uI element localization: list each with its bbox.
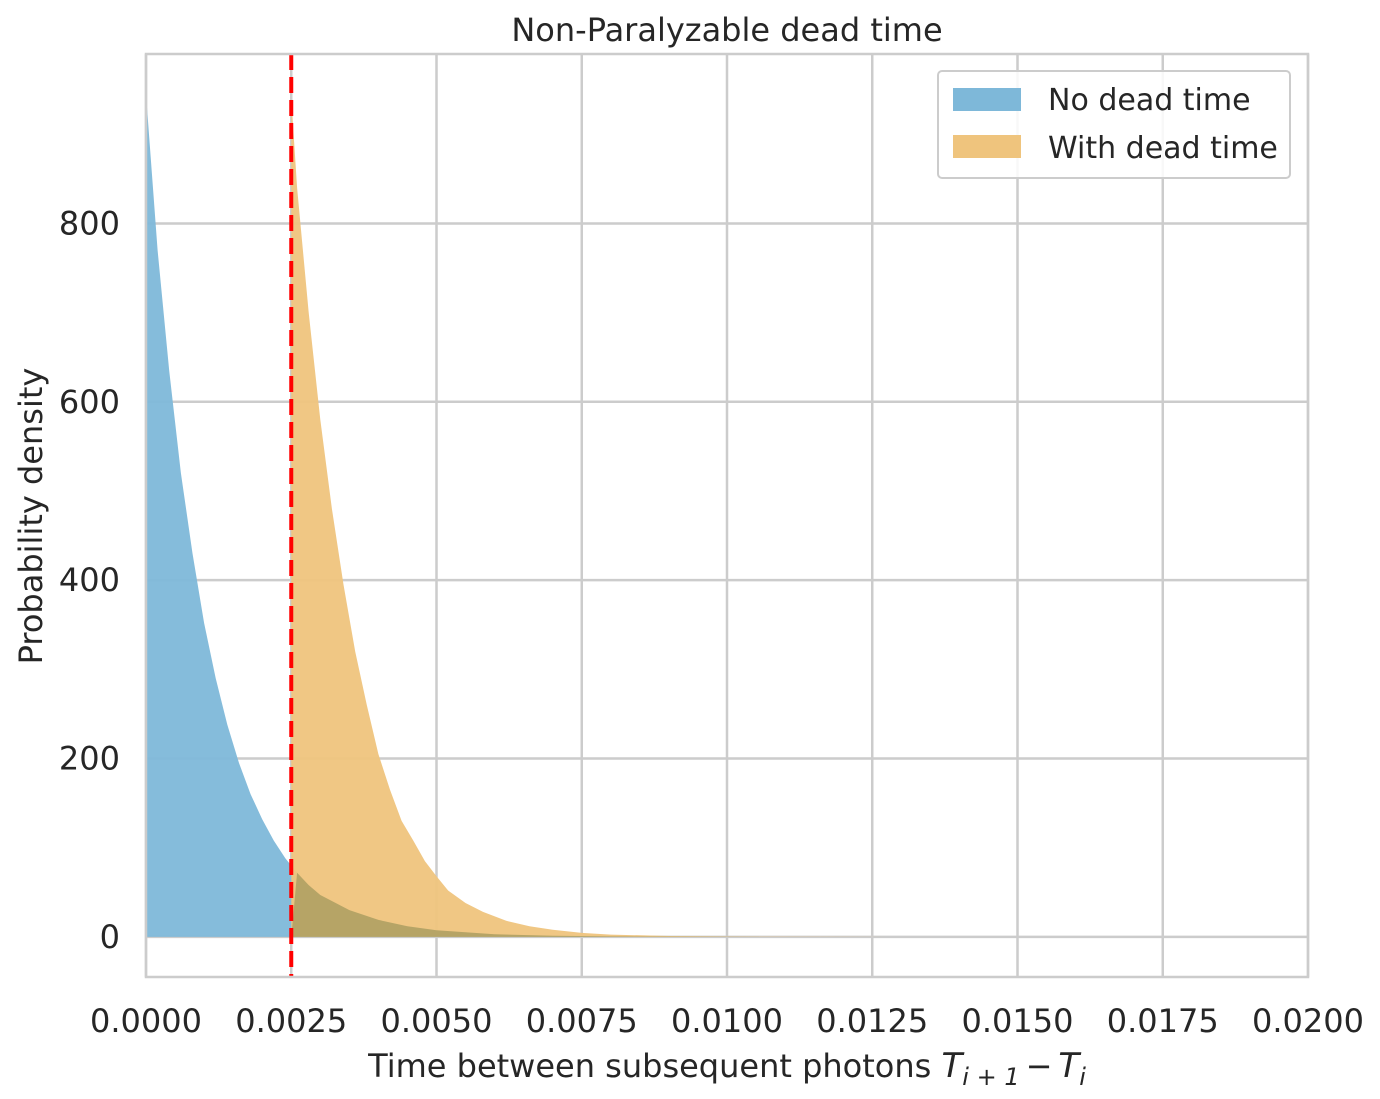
area-overlap bbox=[291, 872, 995, 937]
y-tick-labels: 0 200 400 600 800 bbox=[59, 204, 120, 955]
plot-frame bbox=[144, 52, 1310, 979]
x-tick-label: 0.0050 bbox=[381, 1002, 493, 1040]
legend-swatch-with-dead-time bbox=[953, 135, 1021, 158]
x-tick-label: 0.0125 bbox=[816, 1002, 928, 1040]
y-tick-label: 600 bbox=[59, 383, 120, 421]
x-tick-label: 0.0075 bbox=[526, 1002, 638, 1040]
y-tick-label: 800 bbox=[59, 204, 120, 242]
x-tick-label: 0.0025 bbox=[235, 1002, 347, 1040]
legend-box bbox=[937, 70, 1291, 179]
x-tick-label: 0.0150 bbox=[962, 1002, 1074, 1040]
legend-label-with-dead-time: With dead time bbox=[1048, 131, 1278, 166]
legend-swatch-no-dead-time bbox=[953, 88, 1021, 111]
legend-label-no-dead-time: No dead time bbox=[1048, 83, 1251, 118]
y-tick-label: 400 bbox=[59, 561, 120, 599]
y-tick-label: 0 bbox=[100, 918, 120, 956]
x-tick-labels: 0.0000 0.0025 0.0050 0.0075 0.0100 0.0125 0.01… bbox=[90, 1002, 1364, 1040]
x-tick-label: 0.0200 bbox=[1252, 1002, 1364, 1040]
area-no-dead-time bbox=[146, 94, 995, 937]
x-axis-label: Time between subsequent photons Ti + 1− T… bbox=[367, 1046, 1086, 1091]
y-axis-label: Probability density bbox=[12, 368, 50, 665]
x-tick-label: 0.0000 bbox=[90, 1002, 202, 1040]
chart-title: Non-Paralyzable dead time bbox=[511, 11, 942, 49]
x-tick-label: 0.0100 bbox=[671, 1002, 783, 1040]
x-tick-label: 0.0175 bbox=[1107, 1002, 1219, 1040]
legend: No dead time With dead time bbox=[937, 70, 1291, 179]
y-tick-label: 200 bbox=[59, 740, 120, 778]
series-areas bbox=[146, 94, 995, 937]
area-with-dead-time bbox=[291, 98, 995, 937]
